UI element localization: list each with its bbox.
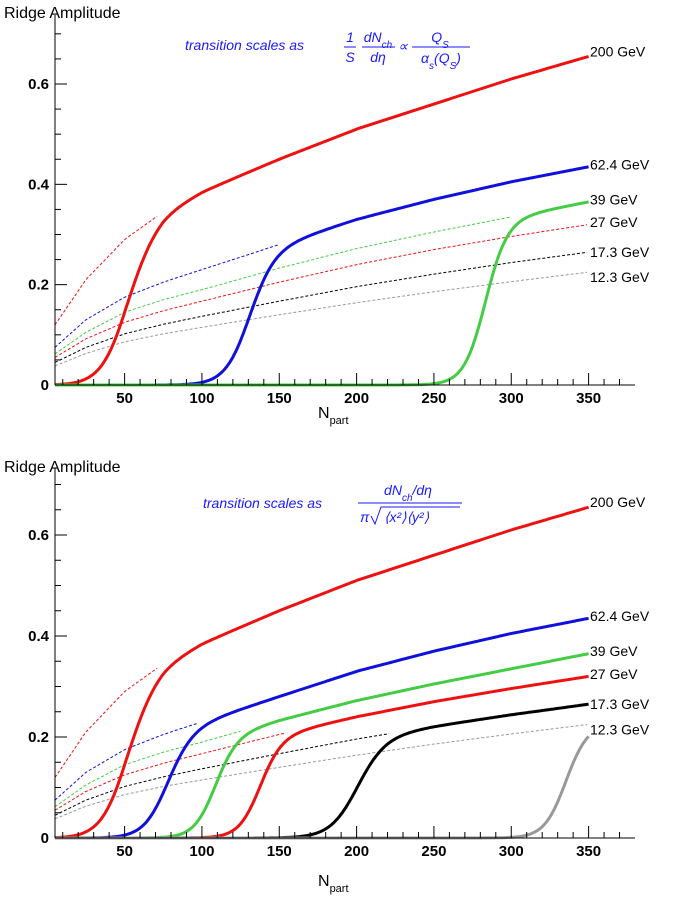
bottom-axes: 50 100 150 200 250 300 350 0 0.2 0.4 0.6 xyxy=(28,468,635,860)
bottom-annotation-prefix: transition scales as xyxy=(203,495,322,511)
bottom-x-axis-title: Npart xyxy=(318,873,349,895)
y-tick-label: 0.6 xyxy=(28,527,49,544)
bottom-chart: Ridge Amplitude 50 100 150 200 250 300 350 0 0.2… xyxy=(4,459,650,895)
bottom-annotation-pi: π xyxy=(360,509,370,525)
baseline-dashed-0 xyxy=(54,215,158,326)
x-tick-label: 350 xyxy=(576,390,601,407)
top-annotation-frac1-den: S xyxy=(345,49,355,65)
baseline-dashed-3 xyxy=(54,224,588,358)
series-label-5: 12.3 GeV xyxy=(590,721,650,737)
series-label-1: 62.4 GeV xyxy=(590,156,650,172)
y-tick-label: 0.6 xyxy=(28,76,49,93)
x-tick-label: 100 xyxy=(189,390,214,407)
x-tick-label: 150 xyxy=(267,390,292,407)
baseline-dashed-5 xyxy=(54,724,588,820)
series-curve-3 xyxy=(55,674,589,840)
bottom-curves xyxy=(54,505,590,840)
y-tick-label: 0.2 xyxy=(28,277,49,294)
x-tick-label: 350 xyxy=(576,843,601,860)
baseline-dashed-0 xyxy=(54,667,158,778)
top-axes: 50 100 150 200 250 300 350 0 0.2 0.4 0.6 xyxy=(28,15,635,407)
y-tick-label: 0 xyxy=(41,377,49,394)
top-annotation-frac2-den: dη xyxy=(370,49,386,65)
y-tick-label: 0.2 xyxy=(28,729,49,746)
x-tick-label: 150 xyxy=(267,843,292,860)
bottom-annotation: transition scales as dNch/dη π ⟨x²⟩⟨y²⟩ xyxy=(203,482,462,526)
y-tick-label: 0 xyxy=(41,830,49,847)
x-tick-label: 100 xyxy=(189,843,214,860)
bottom-annotation-sqrt xyxy=(370,506,460,526)
series-curve-5 xyxy=(55,735,590,840)
series-label-4: 17.3 GeV xyxy=(590,696,650,712)
top-x-axis-title: Npart xyxy=(318,405,349,427)
series-curve-1 xyxy=(55,616,589,840)
baseline-dashed-4 xyxy=(54,251,588,363)
x-tick-label: 200 xyxy=(344,390,369,407)
baseline-dashed-4 xyxy=(54,733,390,816)
top-annotation-frac3-den: αs(QS) xyxy=(421,50,461,72)
y-tick-label: 0.4 xyxy=(28,628,50,645)
top-chart: Ridge Amplitude 50 100 150 200 250 300 350 0 0.2… xyxy=(4,5,650,427)
x-tick-label: 300 xyxy=(499,843,524,860)
x-tick-label: 300 xyxy=(499,390,524,407)
series-label-2: 39 GeV xyxy=(590,643,638,659)
series-label-3: 27 GeV xyxy=(590,214,638,230)
series-curve-0 xyxy=(54,505,590,840)
series-label-1: 62.4 GeV xyxy=(590,608,650,624)
top-annotation-propto: ∝ xyxy=(398,38,409,54)
series-label-5: 12.3 GeV xyxy=(590,269,650,285)
x-tick-label: 200 xyxy=(344,843,369,860)
baseline-dashed-3 xyxy=(54,732,285,811)
x-tick-label: 50 xyxy=(116,390,133,407)
x-tick-label: 50 xyxy=(116,843,133,860)
bottom-annotation-num: dNch/dη xyxy=(384,482,432,504)
series-label-0: 200 GeV xyxy=(590,43,646,59)
bottom-series-labels: 200 GeV 62.4 GeV 39 GeV 27 GeV 17.3 GeV 12.3 … xyxy=(590,494,650,737)
series-curve-0 xyxy=(54,54,590,387)
bottom-annotation-radicand: ⟨x²⟩⟨y²⟩ xyxy=(384,509,430,525)
series-label-3: 27 GeV xyxy=(590,666,638,682)
series-label-0: 200 GeV xyxy=(590,494,646,510)
x-tick-label: 250 xyxy=(421,843,446,860)
series-curve-1 xyxy=(55,165,589,387)
baseline-dashed-2 xyxy=(54,730,241,808)
series-label-2: 39 GeV xyxy=(590,191,638,207)
top-series-labels: 200 GeV 62.4 GeV 39 GeV 27 GeV 17.3 GeV 12.3 … xyxy=(590,43,650,285)
baseline-dashed-1 xyxy=(54,244,278,348)
top-annotation-prefix: transition scales as xyxy=(185,37,304,53)
bottom-y-axis-title: Ridge Amplitude xyxy=(4,459,121,476)
top-annotation-frac1-num: 1 xyxy=(346,29,354,45)
top-curves xyxy=(54,54,590,387)
top-y-axis-title: Ridge Amplitude xyxy=(4,5,121,22)
series-label-4: 17.3 GeV xyxy=(590,244,650,260)
x-tick-label: 250 xyxy=(421,390,446,407)
baseline-dashed-1 xyxy=(54,722,198,801)
top-annotation: transition scales as 1 S dNch dη ∝ QS αs… xyxy=(185,29,470,72)
y-tick-label: 0.4 xyxy=(28,176,50,193)
baseline-dashed-2 xyxy=(54,216,510,355)
top-annotation-frac3-num: QS xyxy=(431,29,449,51)
baseline-dashed-5 xyxy=(54,271,588,367)
top-annotation-frac2-num: dNch xyxy=(364,29,393,51)
